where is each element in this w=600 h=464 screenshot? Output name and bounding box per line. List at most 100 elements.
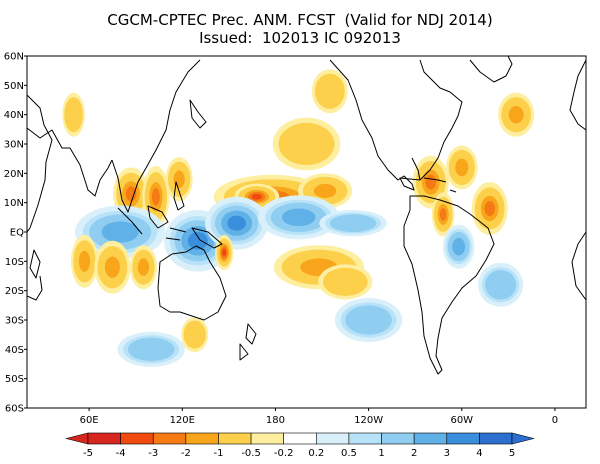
anomaly-ne-pacific-band-lvl2 bbox=[313, 183, 337, 198]
colorbar-bin bbox=[316, 432, 350, 445]
anomaly-alaska-positive-lvl1 bbox=[317, 76, 343, 106]
colorbar: -5 -4 -3 -2 -1 -0.5 -0.2 0.2 0.5 1 2 3 4 5 bbox=[65, 432, 535, 459]
lat-label-10N: 10N bbox=[4, 198, 24, 209]
colorbar-max-arrow bbox=[511, 432, 535, 445]
anomaly-e-pacific-negative-lvl1 bbox=[329, 214, 377, 232]
colorbar-bin bbox=[446, 432, 480, 445]
colorbar-label--1: -1 bbox=[213, 448, 223, 459]
anomaly-s-pacific-negative-lvl1 bbox=[345, 305, 392, 335]
lat-label-40S: 40S bbox=[5, 345, 24, 356]
coastline-southern-africa bbox=[27, 275, 43, 301]
colorbar-label-1: 1 bbox=[378, 448, 384, 459]
coastline-se-asia bbox=[111, 59, 201, 213]
lon-label-60E: 60E bbox=[80, 415, 99, 426]
longitude-axis: 60E 120E 180 120W 60W 0 bbox=[80, 408, 558, 426]
anomaly-caribbean-positive-lvl3 bbox=[425, 174, 437, 190]
anomaly-indochina-positive-lvl3 bbox=[151, 188, 160, 206]
lon-label-60W: 60W bbox=[450, 415, 473, 426]
colorbar-bin bbox=[283, 432, 317, 445]
anomaly-s-indian-negative-lvl1 bbox=[127, 337, 175, 362]
coastline-north-america bbox=[329, 59, 463, 191]
coastline-new-guinea bbox=[191, 227, 223, 249]
colorbar-label-0.2: 0.2 bbox=[308, 448, 324, 459]
anomaly-s-indian-ocean-positive-lvl2 bbox=[137, 258, 150, 277]
lat-label-60S: 60S bbox=[5, 404, 24, 415]
lon-label-180: 180 bbox=[266, 415, 285, 426]
lat-label-EQ: EQ bbox=[10, 228, 24, 239]
coastline-japan bbox=[189, 99, 207, 129]
map-title-line-2: Issued: 102013 IC 092013 bbox=[199, 29, 401, 47]
coastline-europe bbox=[569, 59, 586, 131]
coastline-greenland bbox=[469, 56, 513, 83]
coastline-philippines bbox=[173, 181, 185, 211]
colorbar-label--4: -4 bbox=[116, 448, 126, 459]
lon-label-120W: 120W bbox=[354, 415, 383, 426]
lat-label-20S: 20S bbox=[5, 286, 24, 297]
anomaly-w-atlantic-positive-lvl2 bbox=[455, 158, 469, 177]
lat-label-30S: 30S bbox=[5, 316, 24, 327]
colorbar-label-4: 4 bbox=[476, 448, 482, 459]
colorbar-bin bbox=[218, 432, 252, 445]
anomaly-maritime-continent-negative-lvl3 bbox=[187, 232, 208, 250]
anomaly-n-africa-positive-lvl1 bbox=[65, 100, 82, 130]
colorbar-label--2: -2 bbox=[181, 448, 191, 459]
coastline-indonesia bbox=[117, 205, 187, 241]
lat-label-60N: 60N bbox=[4, 52, 24, 63]
anomaly-n-pacific-positive-lvl1 bbox=[283, 126, 330, 162]
coastline-arabia bbox=[27, 127, 70, 149]
lat-label-50S: 50S bbox=[5, 374, 24, 385]
anomaly-s-pacific-positive-lvl1 bbox=[326, 270, 364, 294]
lat-label-50N: 50N bbox=[4, 81, 24, 92]
anomaly-n-atlantic-positive-lvl2 bbox=[508, 105, 524, 124]
colorbar-label--0.2: -0.2 bbox=[274, 448, 294, 459]
colorbar-label-2: 2 bbox=[411, 448, 417, 459]
coastline-new-zealand bbox=[239, 323, 257, 361]
colorbar-label-0.5: 0.5 bbox=[341, 448, 357, 459]
colorbar-bin bbox=[87, 432, 121, 445]
anomaly-atlantic-positive-lvl3 bbox=[484, 200, 496, 217]
colorbar-label-3: 3 bbox=[444, 448, 450, 459]
lon-label-0: 0 bbox=[552, 415, 558, 426]
map-title-line-1: CGCM-CPTEC Prec. ANM. FCST (Valid for ND… bbox=[107, 11, 493, 29]
colorbar-bin bbox=[348, 432, 382, 445]
colorbar-bin bbox=[250, 432, 284, 445]
colorbar-bin bbox=[185, 432, 219, 445]
anomaly-w-pacific-negative-lvl3 bbox=[227, 215, 246, 231]
colorbar-bin bbox=[152, 432, 187, 445]
colorbar-bin bbox=[120, 432, 154, 445]
coastline-west-africa bbox=[571, 231, 586, 301]
lat-label-10S: 10S bbox=[5, 257, 24, 268]
lat-label-40N: 40N bbox=[4, 110, 24, 121]
coastline-australia bbox=[157, 245, 227, 321]
anomaly-australia-positive-lvl1 bbox=[185, 322, 205, 347]
coastlines bbox=[27, 56, 586, 375]
anomaly-new-guinea-positive-lvl4 bbox=[222, 248, 227, 257]
coastline-india bbox=[69, 147, 113, 197]
latitude-axis: 60N 50N 40N 30N 20N 10N EQ 10S 20S 30S 40S 50S 60S bbox=[4, 52, 27, 415]
anomaly-n-south-america-positive-lvl3 bbox=[439, 208, 447, 221]
coastline-south-america bbox=[403, 195, 495, 375]
lat-label-30N: 30N bbox=[4, 140, 24, 151]
anomaly-madagascar-positive-lvl2 bbox=[104, 256, 120, 278]
coastline-madagascar bbox=[29, 249, 41, 279]
coastline-caribbean bbox=[423, 177, 457, 193]
colorbar-bin bbox=[479, 432, 513, 445]
lat-label-20N: 20N bbox=[4, 169, 24, 180]
colorbar-min-arrow bbox=[65, 432, 89, 445]
colorbar-label--5: -5 bbox=[83, 448, 93, 459]
coastline-florida bbox=[411, 157, 421, 181]
lon-label-120E: 120E bbox=[170, 415, 195, 426]
anomaly-w-indian-ocean-positive-lvl2 bbox=[78, 250, 91, 272]
colorbar-bin bbox=[413, 432, 448, 445]
anomaly-field bbox=[62, 69, 535, 367]
coastline-africa bbox=[27, 94, 53, 233]
anomaly-n-pacific-band-core-lvl4 bbox=[251, 193, 262, 200]
anomaly-equatorial-pacific-negative-lvl2 bbox=[281, 208, 316, 227]
anomaly-bay-of-bengal-positive-lvl3 bbox=[125, 186, 137, 202]
colorbar-label-5: 5 bbox=[509, 448, 515, 459]
colorbar-label--3: -3 bbox=[148, 448, 158, 459]
colorbar-label--0.5: -0.5 bbox=[241, 448, 261, 459]
anomaly-indian-ocean-negative-lvl2 bbox=[101, 221, 139, 243]
anomaly-amazon-negative-lvl2 bbox=[452, 237, 466, 256]
